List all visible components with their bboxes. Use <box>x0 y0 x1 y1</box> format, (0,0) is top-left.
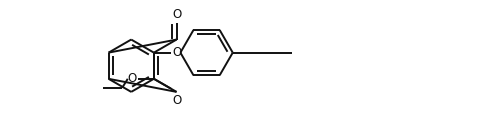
Text: O: O <box>172 8 181 21</box>
Text: O: O <box>172 94 181 107</box>
Text: O: O <box>127 72 136 85</box>
Text: O: O <box>172 46 182 59</box>
